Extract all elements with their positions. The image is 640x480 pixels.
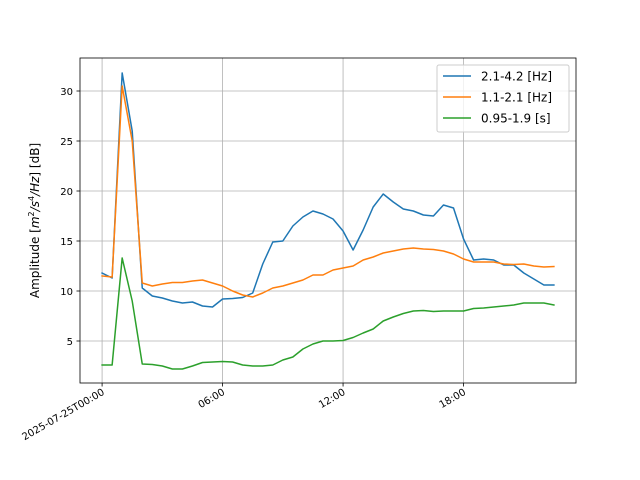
y-tick-label: 15: [60, 237, 73, 248]
x-tick-label: 18:00: [438, 387, 468, 411]
series-line-3: [101, 257, 555, 370]
x-tick-label: 06:00: [197, 387, 227, 411]
y-tick-label: 25: [60, 137, 73, 148]
series-line-2: [101, 85, 555, 298]
y-tick-label: 5: [67, 337, 73, 348]
y-tick-label: 20: [60, 187, 73, 198]
y-tick-label: 30: [60, 87, 73, 98]
legend-label-3: 0.95-1.9 [s]: [481, 112, 551, 126]
y-tick-label: 10: [60, 287, 73, 298]
legend: 2.1-4.2 [Hz] 1.1-2.1 [Hz] 0.95-1.9 [s]: [436, 64, 570, 133]
legend-label-2: 1.1-2.1 [Hz]: [481, 91, 552, 105]
x-tick-label: 2025-07-25T00:00: [21, 387, 107, 443]
legend-frame: [436, 64, 570, 133]
series-line-1: [101, 72, 555, 308]
x-tick-label: 12:00: [317, 387, 347, 411]
y-axis-label: Amplitude [m2/s4/Hz] [dB]: [27, 143, 42, 298]
y-axis: 5 10 15 20 25 30: [60, 87, 80, 348]
x-axis: 2025-07-25T00:00 06:00 12:00 18:00: [21, 383, 468, 443]
plot-frame: [79, 57, 577, 384]
series-lines: [101, 72, 555, 370]
legend-label-1: 2.1-4.2 [Hz]: [481, 70, 552, 84]
